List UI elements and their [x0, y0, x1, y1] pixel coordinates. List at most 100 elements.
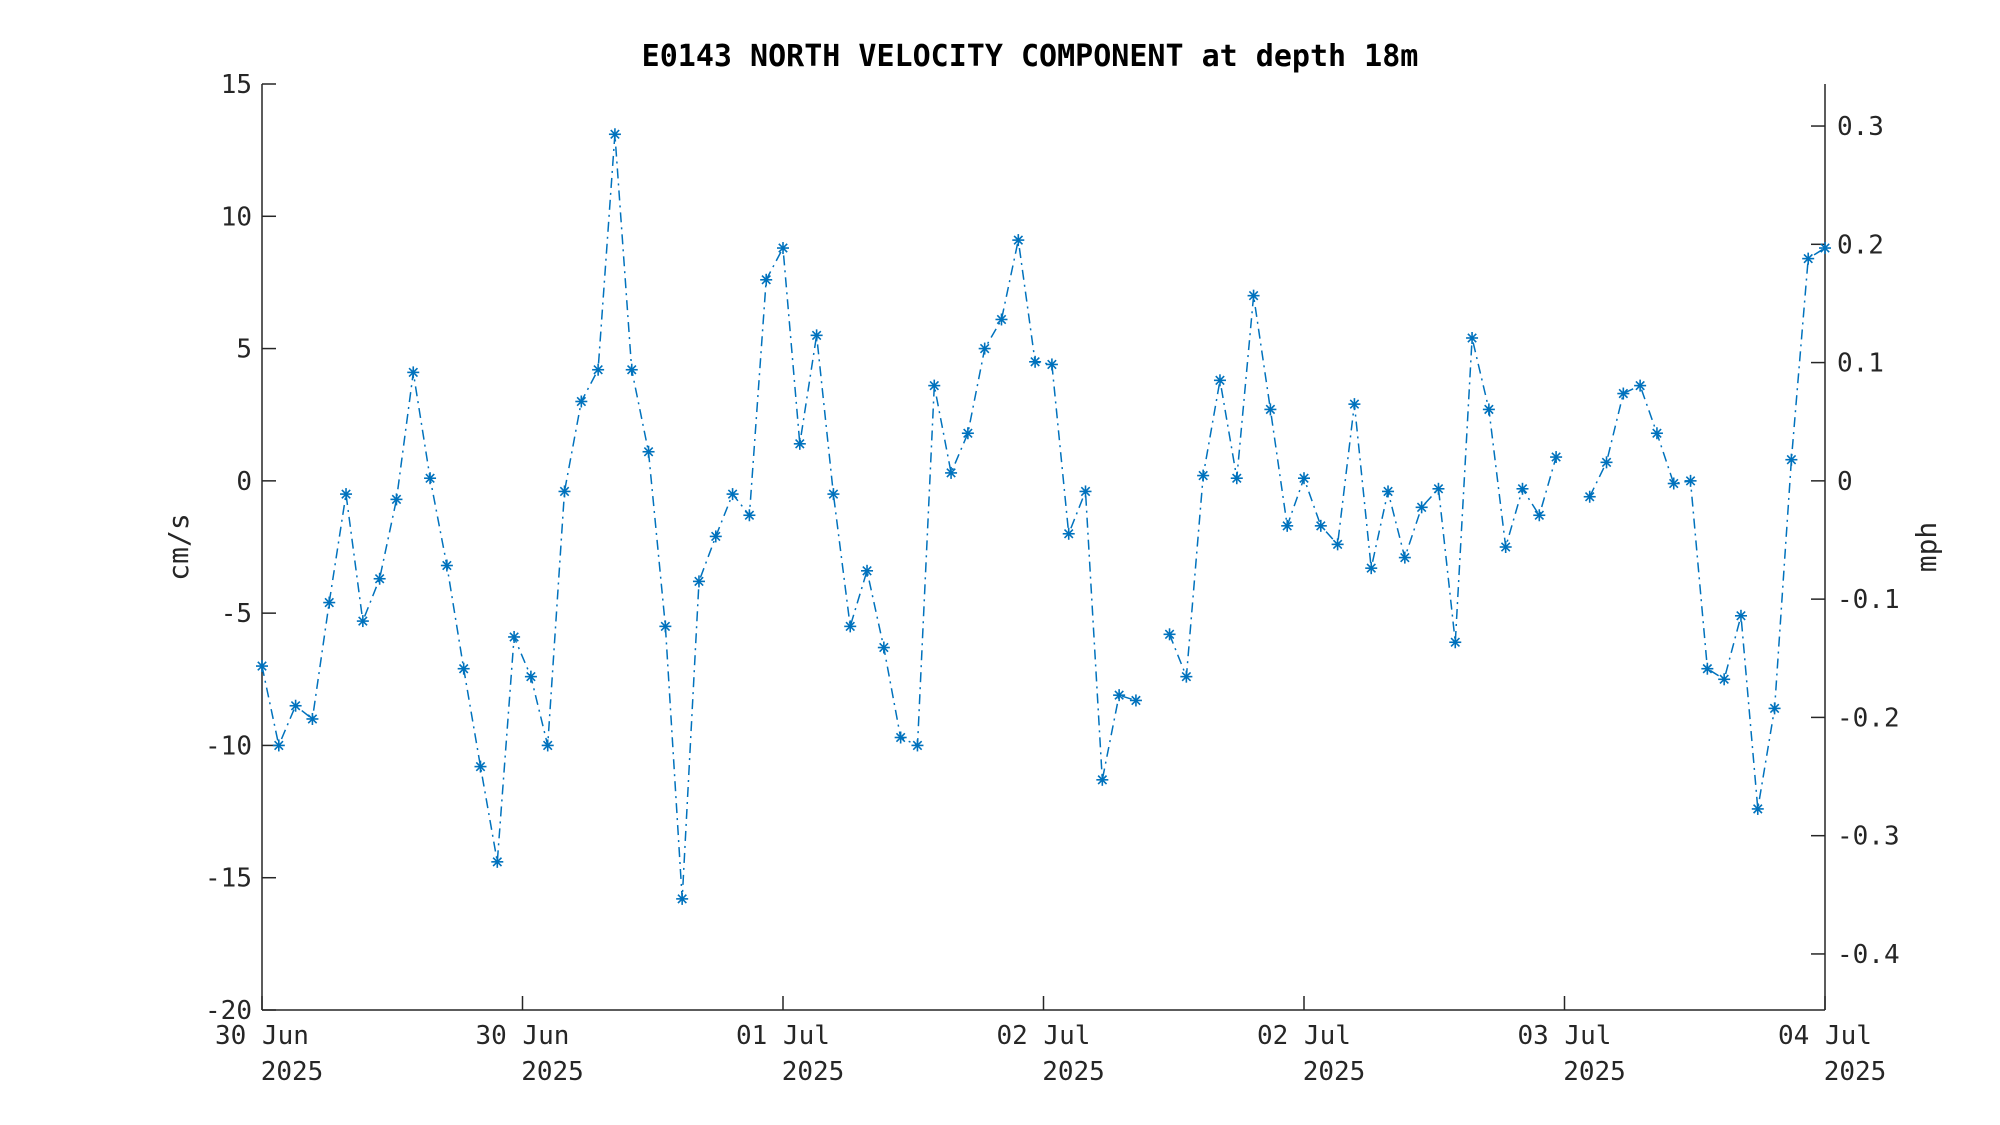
x-tick-label-date: 01 Jul: [736, 1021, 830, 1051]
data-point: [524, 670, 537, 683]
x-tick-label-date: 04 Jul: [1778, 1021, 1872, 1051]
data-point: [659, 620, 672, 633]
y2-tick-label: -0.1: [1837, 585, 1900, 615]
series-line: [261, 134, 1137, 899]
data-point: [1281, 519, 1294, 532]
y2-tick-label: -0.3: [1837, 822, 1900, 852]
x-axis-ticks: 30 Jun 2025 30 Jun 2025 01 Jul 2025 02 Jul 2025…: [215, 996, 1886, 1087]
data-point: [592, 363, 605, 376]
data-point: [676, 892, 689, 905]
data-point: [608, 128, 621, 141]
data-point: [1617, 387, 1630, 400]
chart-title: E0143 NORTH VELOCITY COMPONENT at depth …: [642, 39, 1419, 74]
data-point: [1718, 673, 1731, 686]
data-point: [390, 493, 403, 506]
data-point: [1213, 374, 1226, 387]
data-point: [726, 488, 739, 501]
data-point: [1348, 398, 1361, 411]
data-point: [1029, 355, 1042, 368]
data-point: [1415, 501, 1428, 514]
x-tick-label-year: 2025: [1563, 1057, 1626, 1087]
data-point: [1819, 242, 1831, 255]
data-point: [978, 342, 991, 355]
y2-tick-label: 0.3: [1837, 112, 1884, 142]
data-point: [961, 427, 974, 440]
series-north-velocity: [256, 128, 1831, 905]
data-point: [1398, 551, 1411, 564]
data-point: [1550, 451, 1563, 464]
data-point: [1600, 456, 1613, 469]
data-point: [1802, 252, 1815, 265]
data-point: [1482, 403, 1495, 416]
data-point: [1667, 477, 1680, 490]
data-point: [541, 739, 554, 752]
data-point: [575, 395, 588, 408]
data-point: [491, 855, 504, 868]
data-point: [1365, 562, 1378, 575]
x-tick-label-date: 30 Jun: [215, 1021, 309, 1051]
data-point: [1751, 802, 1764, 815]
x-tick-label-date: 02 Jul: [997, 1021, 1091, 1051]
data-point: [1634, 379, 1647, 392]
data-point: [558, 485, 571, 498]
data-point: [1701, 662, 1714, 675]
data-point: [424, 472, 437, 485]
data-point: [1314, 519, 1327, 532]
data-point: [1129, 694, 1142, 707]
series-line: [1168, 295, 1557, 677]
data-point: [911, 739, 924, 752]
y-tick-label: -20: [205, 996, 252, 1026]
data-point: [894, 731, 907, 744]
data-point: [1045, 358, 1058, 371]
data-point: [877, 641, 890, 654]
data-point: [743, 509, 756, 522]
data-point: [625, 363, 638, 376]
data-point: [642, 445, 655, 458]
y2-tick-label: -0.2: [1837, 703, 1900, 733]
data-point: [1180, 670, 1193, 683]
y2-axis-label: mph: [1910, 522, 1943, 573]
y-tick-label: 15: [221, 70, 252, 100]
y-tick-label: 0: [236, 467, 252, 497]
data-point: [1516, 482, 1529, 495]
data-point: [827, 488, 840, 501]
data-point: [1298, 472, 1310, 485]
x-tick-label-year: 2025: [1303, 1057, 1366, 1087]
data-point: [1079, 485, 1092, 498]
x-tick-label-date: 02 Jul: [1257, 1021, 1351, 1051]
data-point: [508, 630, 521, 643]
data-point: [1331, 538, 1344, 551]
data-point: [709, 530, 722, 543]
y-tick-label: 5: [236, 335, 252, 365]
x-tick-label-year: 2025: [521, 1057, 584, 1087]
data-point: [289, 699, 302, 712]
x-tick-label-year: 2025: [1042, 1057, 1105, 1087]
y-tick-label: 10: [221, 202, 252, 232]
data-point: [1163, 628, 1176, 641]
data-point: [440, 559, 453, 572]
data-point: [928, 379, 941, 392]
data-point: [1382, 485, 1395, 498]
x-tick-label-date: 03 Jul: [1518, 1021, 1612, 1051]
x-tick-label-year: 2025: [1824, 1057, 1887, 1087]
data-point: [1583, 490, 1596, 503]
data-point: [793, 437, 806, 450]
data-point: [1230, 472, 1243, 485]
data-point: [844, 620, 857, 633]
data-point: [1768, 702, 1781, 715]
data-point: [1197, 469, 1210, 482]
y-tick-label: -5: [221, 599, 252, 629]
y2-tick-label: -0.4: [1837, 940, 1900, 970]
y-tick-label: -15: [205, 864, 252, 894]
data-point: [1432, 482, 1445, 495]
data-point: [1012, 234, 1025, 247]
data-point: [407, 366, 420, 379]
data-point: [692, 575, 705, 588]
data-point: [810, 329, 823, 342]
data-point: [760, 273, 773, 286]
data-point: [457, 662, 470, 675]
series-line: [1589, 247, 1826, 810]
data-point: [1062, 527, 1075, 540]
data-point: [1466, 331, 1479, 344]
